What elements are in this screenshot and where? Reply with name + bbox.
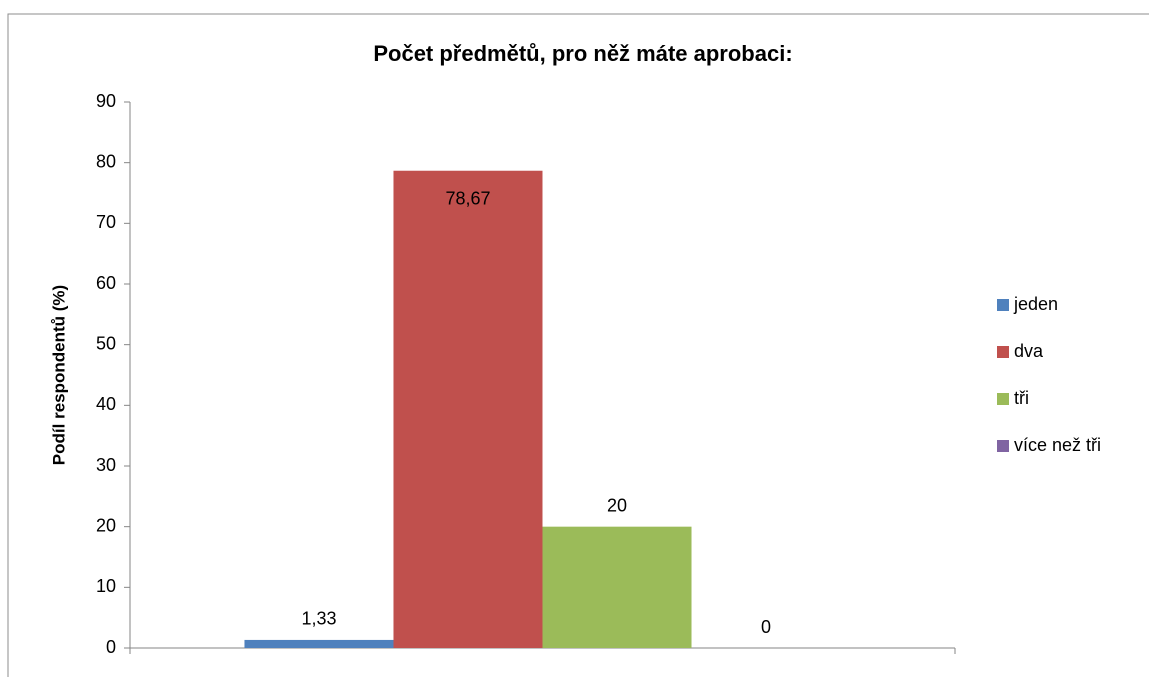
y-tick-label: 40 xyxy=(96,394,116,414)
y-tick-label: 0 xyxy=(106,637,116,657)
y-tick-label: 80 xyxy=(96,151,116,171)
y-tick-label: 60 xyxy=(96,273,116,293)
y-tick-label: 10 xyxy=(96,576,116,596)
legend-swatch xyxy=(997,440,1009,452)
legend-label: více než tři xyxy=(1014,435,1101,455)
data-label: 0 xyxy=(761,617,771,637)
legend-swatch xyxy=(997,393,1009,405)
legend-label: tři xyxy=(1014,388,1029,408)
chart-frame xyxy=(7,13,1149,677)
bar xyxy=(244,639,394,648)
bar xyxy=(542,526,692,648)
legend-swatch xyxy=(997,346,1009,358)
y-tick-label: 50 xyxy=(96,333,116,353)
data-label: 1,33 xyxy=(301,609,336,629)
y-axis-label: Podíl respondentů (%) xyxy=(49,285,68,465)
legend-label: jeden xyxy=(1013,294,1058,314)
chart-title: Počet předmětů, pro něž máte aprobaci: xyxy=(373,41,792,66)
legend-label: dva xyxy=(1014,341,1044,361)
y-tick-label: 90 xyxy=(96,91,116,111)
bar xyxy=(393,170,543,648)
y-tick-label: 30 xyxy=(96,455,116,475)
y-tick-label: 70 xyxy=(96,212,116,232)
y-tick-label: 20 xyxy=(96,515,116,535)
data-label: 20 xyxy=(607,495,627,515)
data-label: 78,67 xyxy=(445,188,490,208)
legend-swatch xyxy=(997,299,1009,311)
